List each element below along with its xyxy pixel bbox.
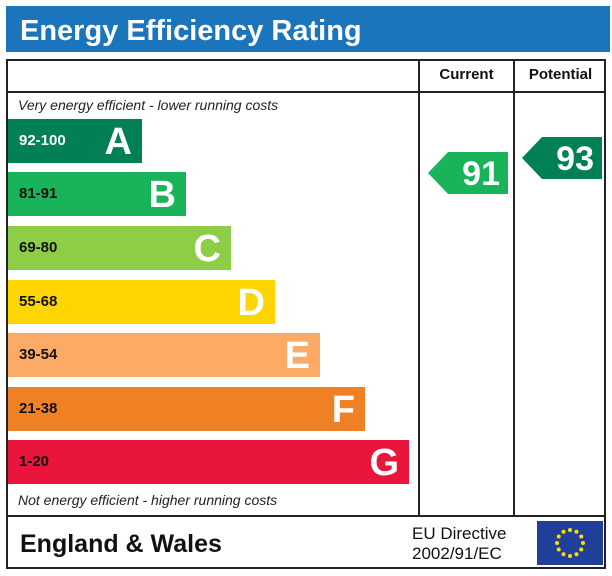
- directive-line-2: 2002/91/EC: [412, 544, 502, 563]
- flag-star: [556, 547, 561, 552]
- rating-band-a: 92-100 A: [8, 119, 142, 163]
- band-letter: F: [331, 389, 355, 431]
- flag-star: [568, 528, 572, 532]
- flag-star: [568, 554, 572, 558]
- eu-directive: EU Directive 2002/91/EC: [412, 524, 506, 564]
- current-rating-value: 91: [462, 155, 500, 193]
- band-letter: D: [237, 282, 265, 324]
- title-bar: Energy Efficiency Rating: [6, 6, 610, 52]
- band-range-label: 55-68: [19, 293, 58, 310]
- rating-band-g: 1-20 G: [8, 440, 409, 484]
- column-header-potential: Potential: [528, 66, 593, 83]
- flag-star: [561, 552, 566, 557]
- flag-star: [561, 529, 566, 534]
- divider-current: [418, 59, 420, 517]
- rating-band-f: 21-38 F: [8, 387, 365, 431]
- potential-arrow-shape: [522, 137, 602, 179]
- band-letter: E: [284, 335, 310, 377]
- flag-star: [556, 534, 561, 539]
- band-letter: B: [148, 174, 176, 216]
- region-label: England & Wales: [20, 530, 222, 558]
- efficient-note: Very energy efficient - lower running co…: [18, 97, 279, 113]
- rating-band-e: 39-54 E: [8, 333, 320, 377]
- inefficient-note: Not energy efficient - higher running co…: [18, 492, 278, 508]
- band-range-label: 21-38: [19, 400, 58, 417]
- rating-band-b: 81-91 B: [8, 172, 186, 216]
- current-rating-arrow: 91: [428, 152, 508, 194]
- band-range-label: 69-80: [19, 239, 58, 256]
- flag-star: [581, 541, 585, 545]
- current-arrow-shape: [428, 152, 508, 194]
- potential-rating-arrow: 93: [522, 137, 602, 179]
- band-range-label: 1-20: [19, 453, 50, 470]
- flag-star: [574, 552, 579, 557]
- column-header-current: Current: [439, 66, 494, 83]
- header-divider: [6, 91, 606, 93]
- band-range-label: 39-54: [19, 346, 58, 363]
- potential-rating-value: 93: [556, 140, 594, 178]
- flag-star: [579, 547, 584, 552]
- footer-divider: [6, 515, 606, 517]
- band-letter: C: [193, 228, 221, 270]
- flag-star: [574, 529, 579, 534]
- band-letter: A: [104, 121, 132, 163]
- rating-band-c: 69-80 C: [8, 226, 231, 270]
- band-range-label: 81-91: [19, 185, 58, 202]
- page-title: Energy Efficiency Rating: [20, 15, 362, 47]
- rating-table: [6, 59, 606, 569]
- band-range-label: 92-100: [19, 132, 66, 149]
- rating-band-d: 55-68 D: [8, 280, 275, 324]
- divider-potential: [513, 59, 515, 517]
- eu-flag-icon: [537, 521, 603, 565]
- directive-line-1: EU Directive: [412, 524, 507, 543]
- flag-star: [555, 541, 559, 545]
- band-letter: G: [369, 442, 399, 484]
- flag-star: [579, 534, 584, 539]
